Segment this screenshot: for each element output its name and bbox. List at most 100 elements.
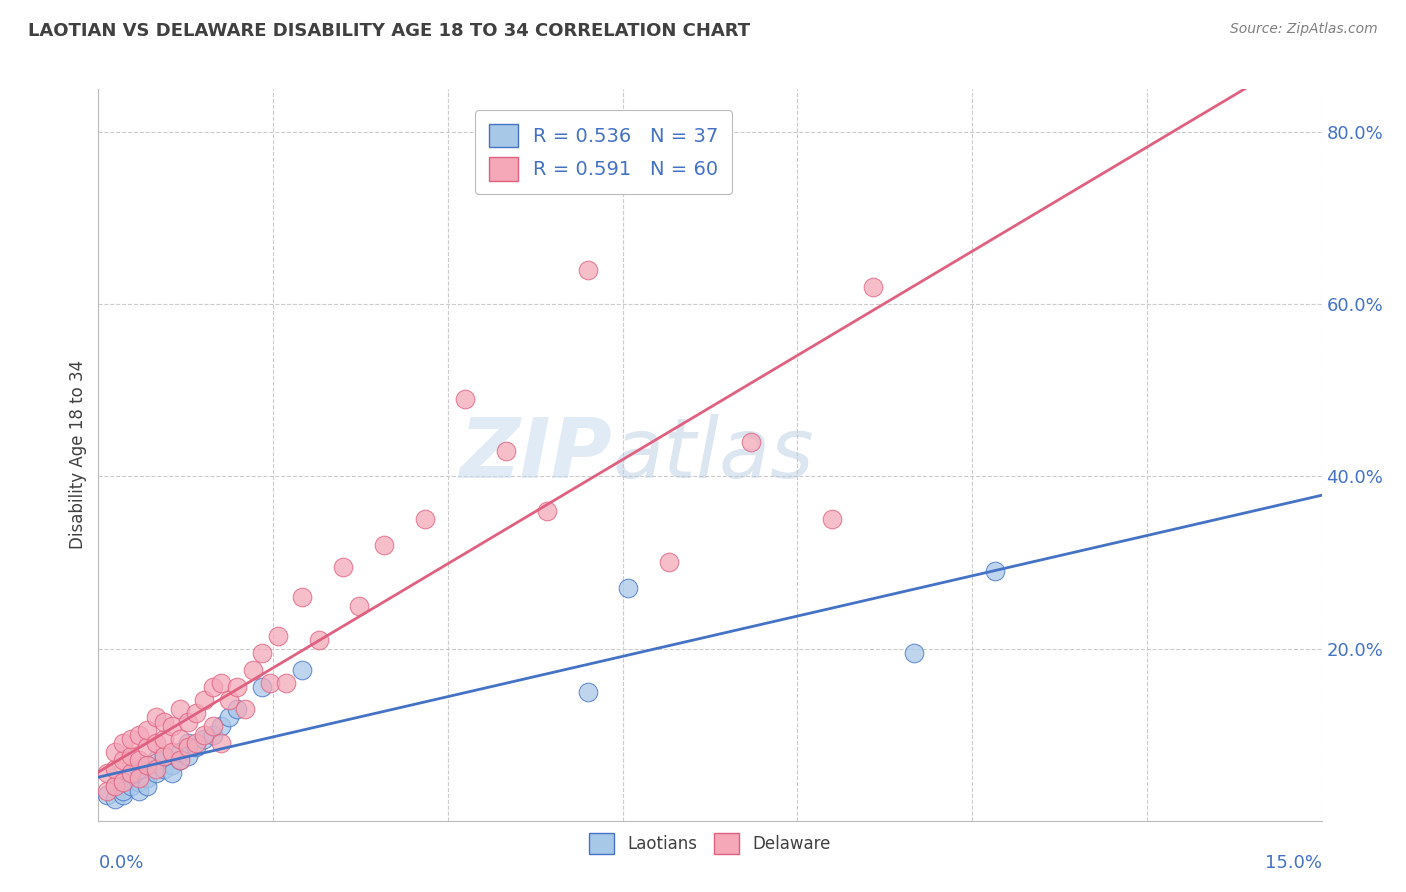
Point — [193, 728, 215, 742]
Point — [111, 736, 134, 750]
Point — [145, 766, 167, 780]
Point — [209, 676, 232, 690]
Text: 0.0%: 0.0% — [98, 854, 143, 871]
Point — [186, 706, 208, 720]
Point — [177, 736, 200, 750]
Point — [145, 762, 167, 776]
Point — [193, 693, 215, 707]
Point — [145, 753, 167, 767]
Point — [128, 762, 150, 776]
Point — [267, 629, 290, 643]
Point — [104, 779, 127, 793]
Point — [120, 766, 142, 780]
Point — [617, 582, 640, 596]
Point — [104, 779, 127, 793]
Point — [111, 783, 134, 797]
Point — [186, 736, 208, 750]
Point — [226, 680, 249, 694]
Point — [291, 663, 314, 677]
Point — [658, 556, 681, 570]
Point — [136, 771, 159, 785]
Point — [259, 676, 281, 690]
Point — [209, 736, 232, 750]
Point — [413, 512, 436, 526]
Text: LAOTIAN VS DELAWARE DISABILITY AGE 18 TO 34 CORRELATION CHART: LAOTIAN VS DELAWARE DISABILITY AGE 18 TO… — [28, 22, 751, 40]
Point — [576, 263, 599, 277]
Point — [169, 753, 191, 767]
Point — [104, 745, 127, 759]
Point — [201, 728, 224, 742]
Point — [111, 753, 134, 767]
Point — [152, 762, 174, 776]
Point — [226, 702, 249, 716]
Point — [120, 731, 142, 746]
Text: 15.0%: 15.0% — [1264, 854, 1322, 871]
Point — [862, 280, 884, 294]
Point — [152, 749, 174, 764]
Text: ZIP: ZIP — [460, 415, 612, 495]
Point — [536, 504, 558, 518]
Point — [250, 680, 273, 694]
Point — [209, 719, 232, 733]
Point — [160, 757, 183, 772]
Point — [177, 749, 200, 764]
Point — [193, 731, 215, 746]
Point — [177, 740, 200, 755]
Point — [160, 766, 183, 780]
Point — [169, 702, 191, 716]
Point — [104, 762, 127, 776]
Text: atlas: atlas — [612, 415, 814, 495]
Point — [120, 779, 142, 793]
Point — [177, 714, 200, 729]
Point — [201, 719, 224, 733]
Point — [96, 783, 118, 797]
Point — [145, 710, 167, 724]
Point — [136, 779, 159, 793]
Point — [495, 443, 517, 458]
Point — [242, 663, 264, 677]
Point — [128, 728, 150, 742]
Point — [152, 731, 174, 746]
Point — [454, 392, 477, 406]
Point — [274, 676, 297, 690]
Point — [169, 753, 191, 767]
Point — [308, 632, 330, 647]
Point — [96, 788, 118, 802]
Point — [218, 710, 240, 724]
Point — [576, 684, 599, 698]
Point — [111, 775, 134, 789]
Point — [291, 590, 314, 604]
Point — [233, 702, 256, 716]
Point — [152, 749, 174, 764]
Point — [136, 723, 159, 738]
Point — [218, 693, 240, 707]
Point — [349, 599, 371, 613]
Point — [373, 538, 395, 552]
Point — [160, 745, 183, 759]
Point — [120, 749, 142, 764]
Point — [120, 771, 142, 785]
Point — [152, 714, 174, 729]
Point — [169, 745, 191, 759]
Point — [136, 757, 159, 772]
Point — [104, 792, 127, 806]
Point — [160, 719, 183, 733]
Point — [332, 559, 354, 574]
Point — [740, 435, 762, 450]
Text: Source: ZipAtlas.com: Source: ZipAtlas.com — [1230, 22, 1378, 37]
Point — [821, 512, 844, 526]
Point — [903, 646, 925, 660]
Point — [136, 757, 159, 772]
Legend: Laotians, Delaware: Laotians, Delaware — [576, 820, 844, 867]
Point — [250, 646, 273, 660]
Point — [136, 740, 159, 755]
Point — [201, 680, 224, 694]
Point — [111, 775, 134, 789]
Point — [186, 740, 208, 755]
Point — [96, 766, 118, 780]
Point — [120, 766, 142, 780]
Point — [145, 736, 167, 750]
Point — [128, 783, 150, 797]
Point — [128, 775, 150, 789]
Point — [128, 753, 150, 767]
